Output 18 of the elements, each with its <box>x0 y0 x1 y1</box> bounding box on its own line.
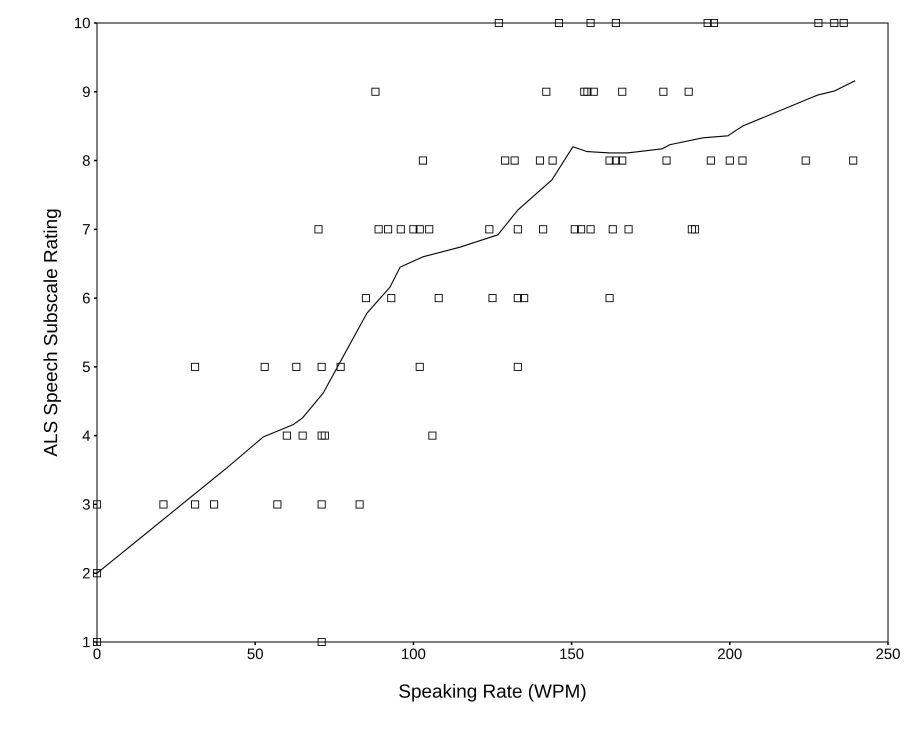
x-tick-label: 250 <box>876 648 900 660</box>
y-tick-label: 1 <box>83 636 90 648</box>
y-tick-label: 5 <box>82 362 90 372</box>
y-tick-label: 4 <box>82 430 90 441</box>
x-tick-label: 100 <box>402 648 426 660</box>
x-tick-label: 0 <box>93 648 101 660</box>
y-tick-label: 3 <box>82 499 90 510</box>
y-tick-label: 7 <box>82 224 90 234</box>
x-tick-label: 50 <box>247 648 263 660</box>
y-tick-label: 9 <box>82 86 90 98</box>
y-tick-label: 2 <box>82 568 90 578</box>
x-axis-title: Speaking Rate (WPM) <box>399 684 586 702</box>
y-tick-label: 6 <box>82 292 90 304</box>
y-tick-label: 8 <box>82 155 90 166</box>
y-axis-title: ALS Speech Subscale Rating <box>43 210 62 457</box>
x-tick-label: 200 <box>718 648 742 660</box>
x-tick-label: 150 <box>560 648 584 660</box>
y-tick-label: 10 <box>75 18 90 28</box>
